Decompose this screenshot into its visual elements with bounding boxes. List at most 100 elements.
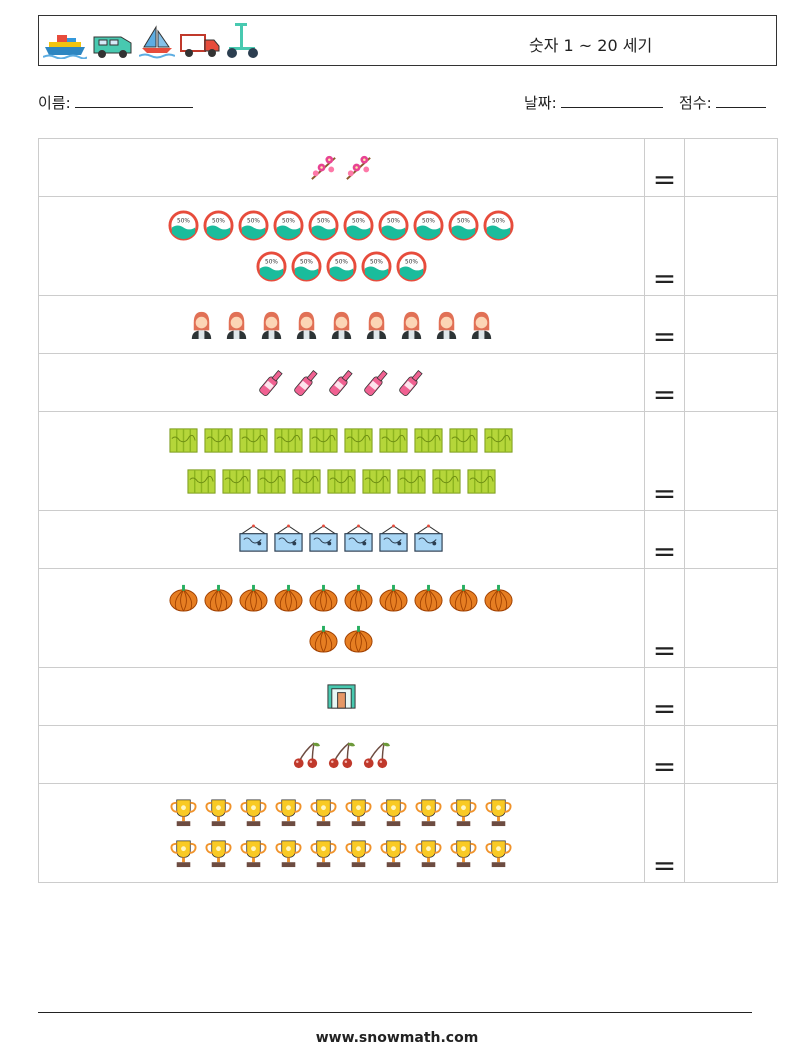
woman-icon [436, 311, 456, 340]
woman-icon [331, 311, 351, 340]
green-fabric-icon [204, 428, 233, 453]
woman-icon [401, 311, 421, 340]
sale-badge-icon: 50% [343, 210, 374, 241]
footer-website: www.snowmath.com [315, 1030, 479, 1046]
date-blank [561, 93, 664, 108]
cherry-blossom-icon [311, 155, 337, 180]
pumpkin-icon [169, 584, 198, 612]
green-fabric-icon [449, 428, 478, 453]
pumpkin-icon [274, 584, 303, 612]
worksheet-title: 숫자 1 ~ 20 세기 [529, 36, 653, 55]
sailboat-icon [139, 25, 175, 59]
answer-box[interactable] [684, 138, 778, 197]
bottle-icon [259, 370, 283, 396]
trophy-icon [345, 840, 372, 868]
woman-icon [296, 311, 316, 340]
cherries-icon [328, 742, 355, 769]
date-label: 날짜: [524, 94, 557, 112]
woman-icon [366, 311, 386, 340]
worksheet-row: = [38, 138, 778, 197]
hanging-sign-icon [309, 524, 338, 552]
date-score-fields: 날짜: 점수: [524, 92, 767, 113]
bottle-icon [399, 370, 423, 396]
sale-badge-icon: 50% [361, 251, 392, 282]
trophy-icon [450, 840, 477, 868]
pumpkin-icon [414, 584, 443, 612]
name-label: 이름: [38, 94, 71, 112]
pumpkin-icon [449, 584, 478, 612]
sale-badge-icon: 50% [483, 210, 514, 241]
woman-icon [261, 311, 281, 340]
score-blank [716, 93, 767, 108]
green-fabric-icon [239, 428, 268, 453]
ship-icon [43, 35, 87, 59]
sale-badge-icon: 50% [168, 210, 199, 241]
worksheet-row: 50% 50% 50% 50% 50% 50% 50% 50% 50% 50% 50% 50% 50% 5… [38, 196, 778, 296]
answer-box[interactable] [684, 510, 778, 569]
cherries-icon [363, 742, 390, 769]
equals-sign: = [643, 411, 686, 511]
trophy-icon [240, 840, 267, 868]
trophy-icon [345, 799, 372, 827]
answer-box[interactable] [684, 353, 778, 412]
green-fabric-icon [362, 469, 391, 494]
answer-box[interactable] [684, 295, 778, 354]
worksheet-row: = [38, 510, 778, 569]
worksheet-row: = [38, 353, 778, 412]
svg-text:50%: 50% [247, 219, 260, 225]
svg-text:50%: 50% [335, 260, 348, 266]
hanging-sign-icon [274, 524, 303, 552]
worksheet-row: = [38, 725, 778, 784]
svg-text:50%: 50% [405, 260, 418, 266]
picture-cell [38, 667, 645, 726]
pumpkin-icon [309, 625, 338, 653]
trophy-icon [485, 799, 512, 827]
equals-sign: = [643, 568, 686, 668]
sale-badge-icon: 50% [308, 210, 339, 241]
green-fabric-icon [274, 428, 303, 453]
worksheet-row: = [38, 667, 778, 726]
sale-badge-icon: 50% [326, 251, 357, 282]
worksheet-row: = [38, 568, 778, 668]
counting-table: = 50% 50% 50% 50% 50% 50% 50% 50% 50% 50% 50% 50% 50%… [38, 138, 778, 883]
green-fabric-icon [222, 469, 251, 494]
pumpkin-icon [204, 584, 233, 612]
sale-badge-icon: 50% [256, 251, 287, 282]
answer-box[interactable] [684, 411, 778, 511]
cherry-blossom-icon [346, 155, 372, 180]
picture-cell [38, 138, 645, 197]
equals-sign: = [643, 783, 686, 883]
equals-sign: = [643, 510, 686, 569]
equals-sign: = [643, 295, 686, 354]
green-fabric-icon [397, 469, 426, 494]
equals-sign: = [643, 353, 686, 412]
trophy-icon [310, 840, 337, 868]
name-blank [75, 93, 194, 108]
equals-sign: = [643, 725, 686, 784]
picture-cell: 50% 50% 50% 50% 50% 50% 50% 50% 50% 50% 50% 50% 50% 5… [38, 196, 645, 296]
van-icon [93, 36, 132, 58]
green-fabric-icon [187, 469, 216, 494]
sale-badge-icon: 50% [291, 251, 322, 282]
worksheet-row: = [38, 411, 778, 511]
answer-box[interactable] [684, 725, 778, 784]
trophy-icon [380, 840, 407, 868]
sale-badge-icon: 50% [448, 210, 479, 241]
woman-icon [226, 311, 246, 340]
doorway-icon [327, 684, 356, 709]
green-fabric-icon [467, 469, 496, 494]
pumpkin-icon [309, 584, 338, 612]
worksheet-row: = [38, 783, 778, 883]
answer-box[interactable] [684, 196, 778, 296]
pumpkin-icon [484, 584, 513, 612]
answer-box[interactable] [684, 667, 778, 726]
answer-box[interactable] [684, 568, 778, 668]
name-field: 이름: [38, 92, 194, 113]
trophy-icon [415, 799, 442, 827]
truck-icon [180, 34, 220, 57]
sale-badge-icon: 50% [413, 210, 444, 241]
trophy-icon [170, 840, 197, 868]
svg-text:50%: 50% [300, 260, 313, 266]
answer-box[interactable] [684, 783, 778, 883]
trophy-icon [170, 799, 197, 827]
